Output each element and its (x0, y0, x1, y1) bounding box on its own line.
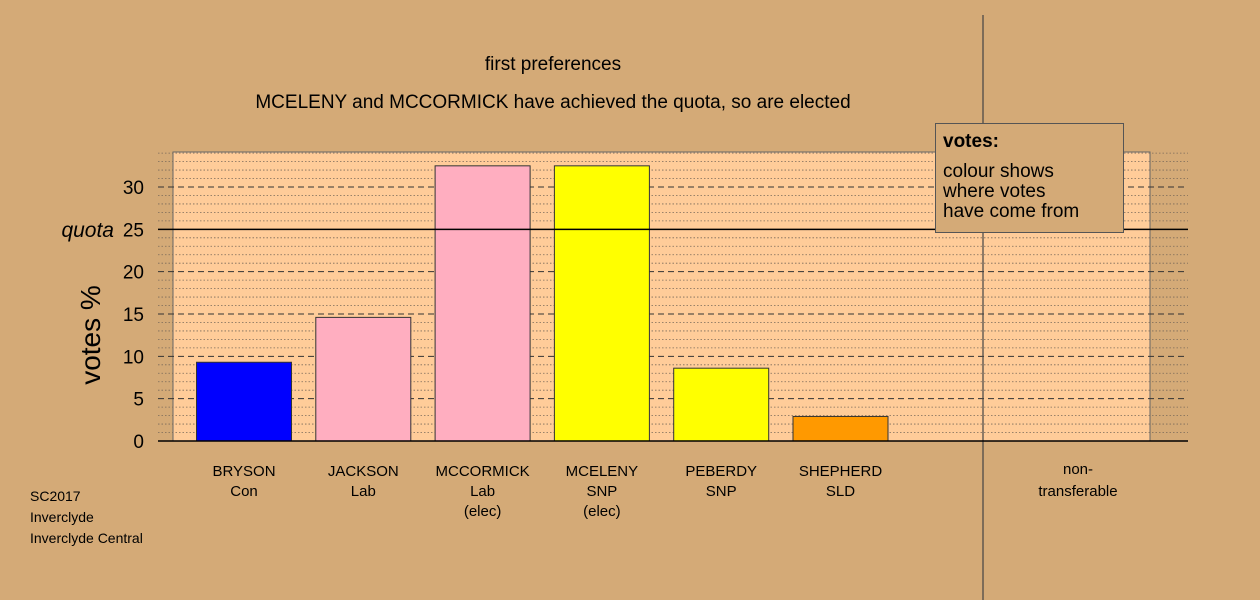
legend-text-line: colour shows (943, 161, 1054, 182)
ward-name: Inverclyde Central (30, 530, 143, 546)
y-tick-label: 5 (133, 390, 144, 411)
candidate-name-label: PEBERDY (685, 463, 757, 480)
chart-title: first preferences (485, 54, 621, 75)
nontransferable-label: transferable (1038, 483, 1117, 500)
nontransferable-label: non- (1063, 461, 1093, 478)
candidate-party-label: Lab (351, 483, 376, 500)
y-tick-label: 30 (123, 178, 144, 199)
bar-mccormick (434, 165, 531, 442)
quota-label: quota (61, 219, 114, 242)
legend-box: votes: colour shows where votes have com… (935, 123, 1124, 233)
candidate-party-label: Con (230, 483, 258, 500)
y-tick-label: 25 (123, 220, 144, 241)
candidate-status-label: (elec) (583, 503, 621, 520)
candidate-name-label: BRYSON (212, 463, 275, 480)
election-code: SC2017 (30, 488, 81, 504)
y-tick-label: 20 (123, 263, 144, 284)
bar-jackson (315, 316, 412, 442)
bar-mceleny (553, 165, 650, 442)
candidate-name-label: MCELENY (566, 463, 639, 480)
candidate-party-label: SNP (706, 483, 737, 500)
candidate-party-label: Lab (470, 483, 495, 500)
bar-bryson (196, 361, 292, 442)
council-name: Inverclyde (30, 509, 94, 525)
y-tick-label: 10 (123, 347, 144, 368)
bar-peberdy (673, 367, 770, 442)
candidate-party-label: SNP (586, 483, 617, 500)
candidate-party-label: SLD (826, 483, 855, 500)
legend-title: votes: (943, 131, 999, 152)
y-axis-label: votes % (75, 285, 106, 385)
y-tick-label: 0 (133, 432, 144, 453)
candidate-name-label: SHEPHERD (799, 463, 883, 480)
chart-subtitle: MCELENY and MCCORMICK have achieved the … (255, 92, 850, 113)
y-tick-label: 15 (123, 305, 144, 326)
election-info: SC2017 Inverclyde Inverclyde Central (30, 486, 143, 549)
legend-text-line: have come from (943, 201, 1080, 222)
bar-shepherd (792, 415, 889, 442)
candidate-name-label: JACKSON (328, 463, 399, 480)
legend-text-line: where votes (943, 181, 1046, 202)
candidate-status-label: (elec) (464, 503, 502, 520)
candidate-name-label: MCCORMICK (436, 463, 530, 480)
